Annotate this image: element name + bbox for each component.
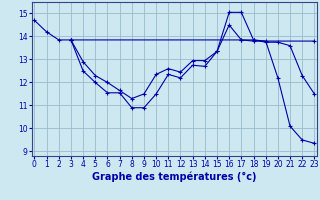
X-axis label: Graphe des températures (°c): Graphe des températures (°c) [92, 172, 257, 182]
